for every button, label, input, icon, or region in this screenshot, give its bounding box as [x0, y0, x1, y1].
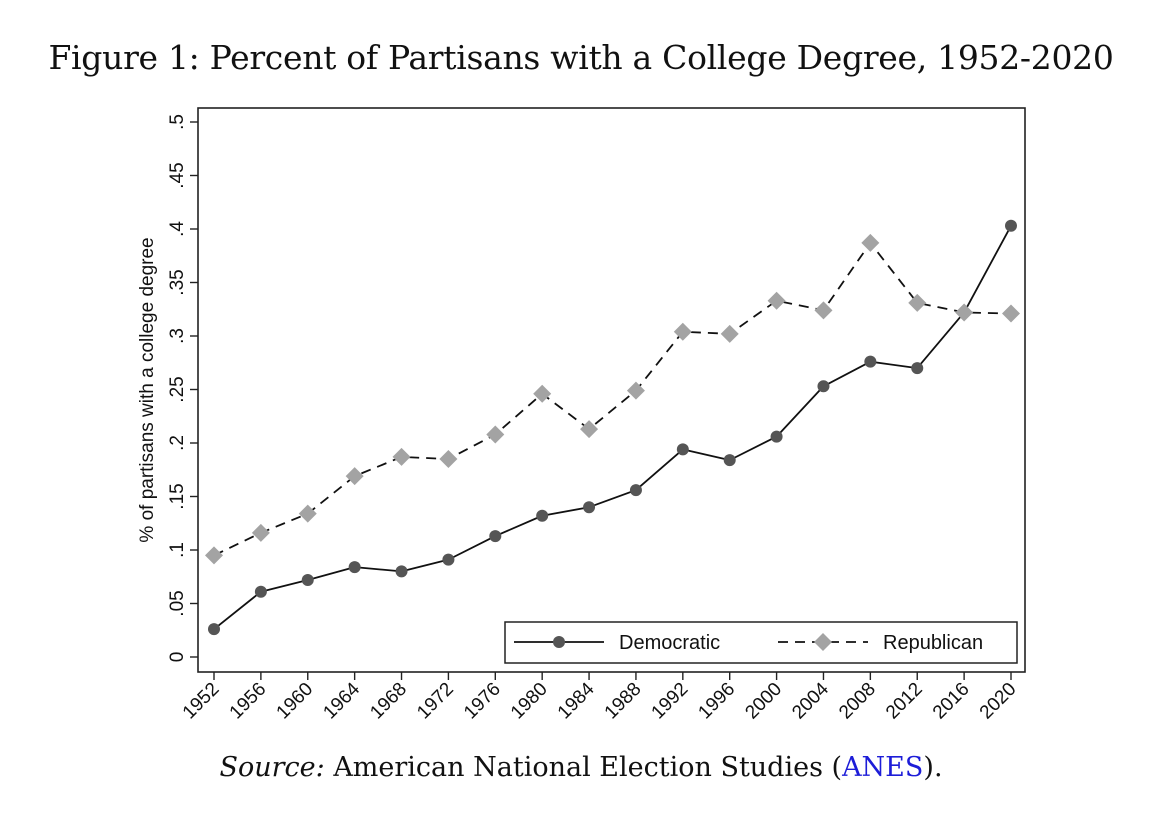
data-point-republican: [298, 504, 317, 523]
data-point-democratic: [254, 585, 267, 598]
data-point-republican: [767, 291, 786, 310]
x-tick-label: 1952: [179, 679, 224, 724]
y-tick-label: .3: [167, 328, 188, 344]
data-point-republican: [580, 420, 599, 439]
data-point-republican: [345, 467, 364, 486]
data-point-republican: [486, 425, 505, 444]
x-tick-label: 1980: [507, 679, 552, 724]
y-tick-label: 0: [167, 652, 188, 663]
data-point-republican: [439, 450, 458, 469]
x-tick-label: 1996: [694, 679, 739, 724]
data-point-democratic: [817, 380, 830, 393]
data-point-republican: [1002, 304, 1020, 323]
data-point-republican: [626, 381, 645, 400]
plot-frame: [197, 107, 1026, 673]
y-axis: 0 .05 .1 .15 .2 .25 .3 .35 .4 .45 .5: [167, 114, 198, 662]
x-tick-label: 1984: [554, 678, 599, 723]
y-tick-label: .25: [167, 376, 188, 402]
figure-caption: Figure 1: Percent of Partisans with a Co…: [48, 38, 1114, 77]
source-end: ).: [923, 752, 943, 783]
x-tick-label: 2000: [741, 679, 786, 724]
data-point-republican: [955, 303, 974, 322]
data-point-democratic: [395, 565, 408, 578]
legend-democratic-marker: [553, 636, 565, 648]
data-point-republican: [908, 293, 927, 312]
y-tick-label: .5: [167, 114, 188, 130]
data-point-democratic: [911, 362, 924, 375]
y-tick-label: .4: [167, 221, 188, 237]
y-tick-label: .05: [167, 590, 188, 616]
data-point-republican: [392, 447, 411, 466]
x-tick-label: 2004: [788, 678, 833, 723]
x-tick-label: 1960: [273, 679, 318, 724]
data-point-republican: [861, 233, 880, 252]
x-tick-label: 1956: [226, 679, 271, 724]
y-tick-label: .15: [167, 483, 188, 509]
y-tick-label: .35: [167, 269, 188, 295]
y-tick-label: .1: [167, 542, 188, 558]
data-point-republican: [251, 523, 270, 542]
data-point-democratic: [442, 553, 455, 566]
x-tick-label: 2020: [976, 679, 1021, 724]
y-axis-title: % of partisans with a college degree: [137, 237, 158, 542]
data-point-republican: [533, 384, 552, 403]
data-point-democratic: [864, 355, 877, 368]
legend-republican-label: Republican: [883, 632, 983, 654]
data-point-republican: [720, 324, 739, 343]
data-point-republican: [205, 546, 223, 565]
legend-democratic-label: Democratic: [619, 632, 720, 654]
source-label: Source:: [219, 752, 325, 783]
x-tick-label: 2016: [929, 679, 974, 724]
data-point-democratic: [536, 509, 549, 522]
source-text: American National Election Studies (: [333, 752, 843, 783]
series-layer: [205, 219, 1020, 636]
data-point-democratic: [676, 443, 689, 456]
x-tick-label: 2008: [835, 679, 880, 724]
data-point-democratic: [489, 530, 502, 543]
data-point-republican: [673, 322, 692, 341]
data-point-democratic: [208, 623, 220, 636]
data-point-democratic: [301, 573, 314, 586]
x-tick-label: 1964: [319, 678, 364, 723]
legend: Democratic Republican: [504, 621, 1018, 664]
x-tick-label: 1976: [460, 679, 505, 724]
x-tick-label: 1972: [413, 679, 458, 724]
data-point-democratic: [723, 454, 736, 467]
line-chart: 0.05.1.15.2.25.3.35.4.45.5 1952 1956 1960 1…: [137, 107, 1026, 723]
x-axis: 1952 1956 1960 1964 1968 1972 1976 1980 1984 1988…: [179, 672, 1021, 723]
x-tick-label: 1992: [648, 679, 693, 724]
y-tick-label: .2: [167, 435, 188, 451]
figure-source-note: Source: American National Election Studi…: [0, 752, 1162, 783]
data-point-democratic: [770, 430, 783, 443]
legend-republican-marker: [814, 633, 832, 651]
x-tick-label: 2012: [882, 679, 927, 724]
x-tick-label: 1968: [366, 679, 411, 724]
data-point-democratic: [629, 484, 642, 497]
y-tick-label: .45: [167, 162, 188, 188]
data-point-democratic: [348, 561, 361, 574]
data-point-democratic: [583, 501, 596, 514]
series-line-republican: [213, 242, 1012, 557]
series-line-democratic: [213, 225, 1012, 630]
anes-link[interactable]: ANES: [842, 752, 924, 783]
data-point-democratic: [1005, 219, 1017, 232]
x-tick-label: 1988: [601, 679, 646, 724]
data-point-republican: [814, 301, 833, 320]
